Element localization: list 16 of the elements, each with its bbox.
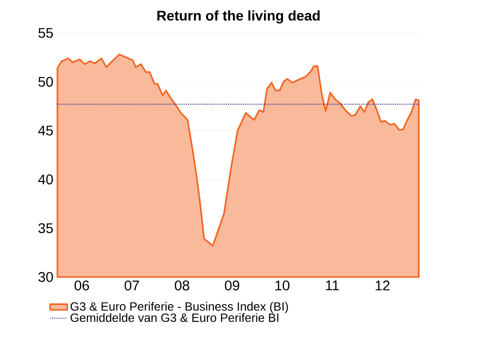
x-tick-label: 09 (224, 280, 240, 290)
x-tick-label: 08 (174, 280, 190, 290)
y-tick-label: 55 (38, 28, 53, 38)
y-tick-label: 40 (38, 174, 53, 184)
x-tick-label: 07 (124, 280, 139, 290)
legend-label: G3 & Euro Periferie - Business Index (BI) (70, 302, 288, 314)
x-tick-label: 12 (376, 280, 390, 290)
x-tick-label: 11 (326, 280, 339, 290)
y-tick-label: 50 (38, 76, 53, 87)
x-tick-label: 10 (275, 280, 290, 290)
y-tick-label: 45 (38, 126, 53, 136)
chart-title: Return of the living dead (157, 10, 320, 24)
y-tick-label: 30 (38, 272, 53, 282)
x-tick-label: 06 (74, 280, 89, 290)
legend-label: Gemiddelde van G3 & Euro Periferie BI (70, 313, 278, 322)
y-tick-label: 35 (38, 223, 53, 234)
